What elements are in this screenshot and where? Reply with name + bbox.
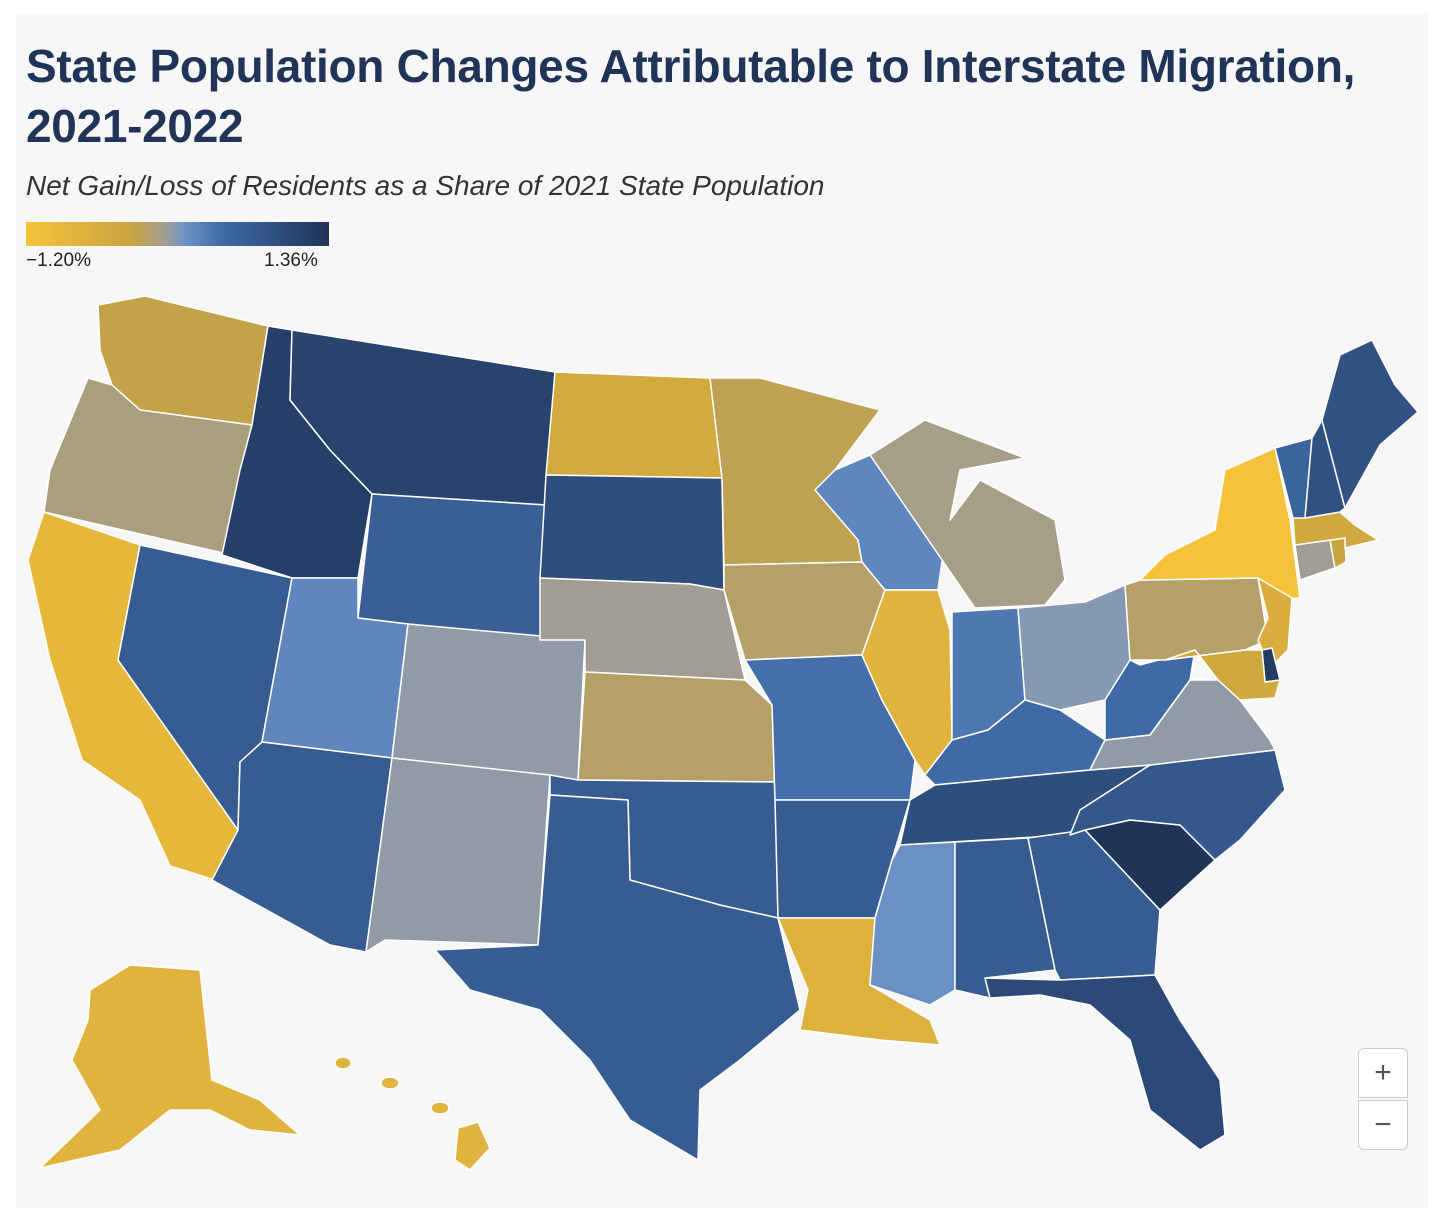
state-ME[interactable] [1321, 339, 1419, 509]
state-TX[interactable] [434, 794, 801, 1161]
chart-subtitle: Net Gain/Loss of Residents as a Share of… [26, 170, 825, 201]
state-WY[interactable] [357, 493, 547, 641]
state-MI[interactable] [869, 419, 1066, 609]
state-WV[interactable] [1104, 649, 1196, 741]
state-HI[interactable] [454, 1121, 491, 1171]
state-ND[interactable] [545, 371, 723, 479]
state-AK[interactable] [39, 964, 301, 1169]
state-MS[interactable] [869, 841, 956, 1006]
state-PA[interactable] [1124, 577, 1269, 661]
zoom-in-button[interactable]: + [1358, 1048, 1408, 1098]
state-MD[interactable] [1164, 649, 1281, 701]
state-AZ[interactable] [211, 741, 393, 953]
state-HI-oahu[interactable] [380, 1076, 400, 1090]
zoom-out-button[interactable]: − [1358, 1100, 1408, 1150]
state-MA[interactable] [1292, 511, 1379, 549]
state-FL[interactable] [984, 974, 1226, 1151]
state-SD[interactable] [539, 474, 725, 591]
chart-title: State Population Changes Attributable to… [26, 40, 1356, 152]
state-CO[interactable] [391, 623, 586, 781]
legend-min-label: −1.20% [26, 250, 91, 271]
state-NM[interactable] [365, 757, 551, 953]
state-HI-kauai[interactable] [334, 1056, 352, 1070]
state-NH[interactable] [1304, 419, 1346, 519]
state-IA[interactable] [723, 561, 886, 661]
state-HI-maui[interactable] [430, 1101, 450, 1115]
state-NY[interactable] [1139, 447, 1301, 601]
legend-max-label: 1.36% [264, 250, 318, 271]
state-CT[interactable] [1294, 539, 1336, 581]
chart-card: State Population Changes Attributable to… [16, 14, 1428, 1208]
state-NC[interactable] [1069, 749, 1286, 861]
legend-color-bar [26, 222, 329, 246]
us-choropleth-map [27, 295, 1419, 1171]
state-KS[interactable] [577, 671, 776, 783]
